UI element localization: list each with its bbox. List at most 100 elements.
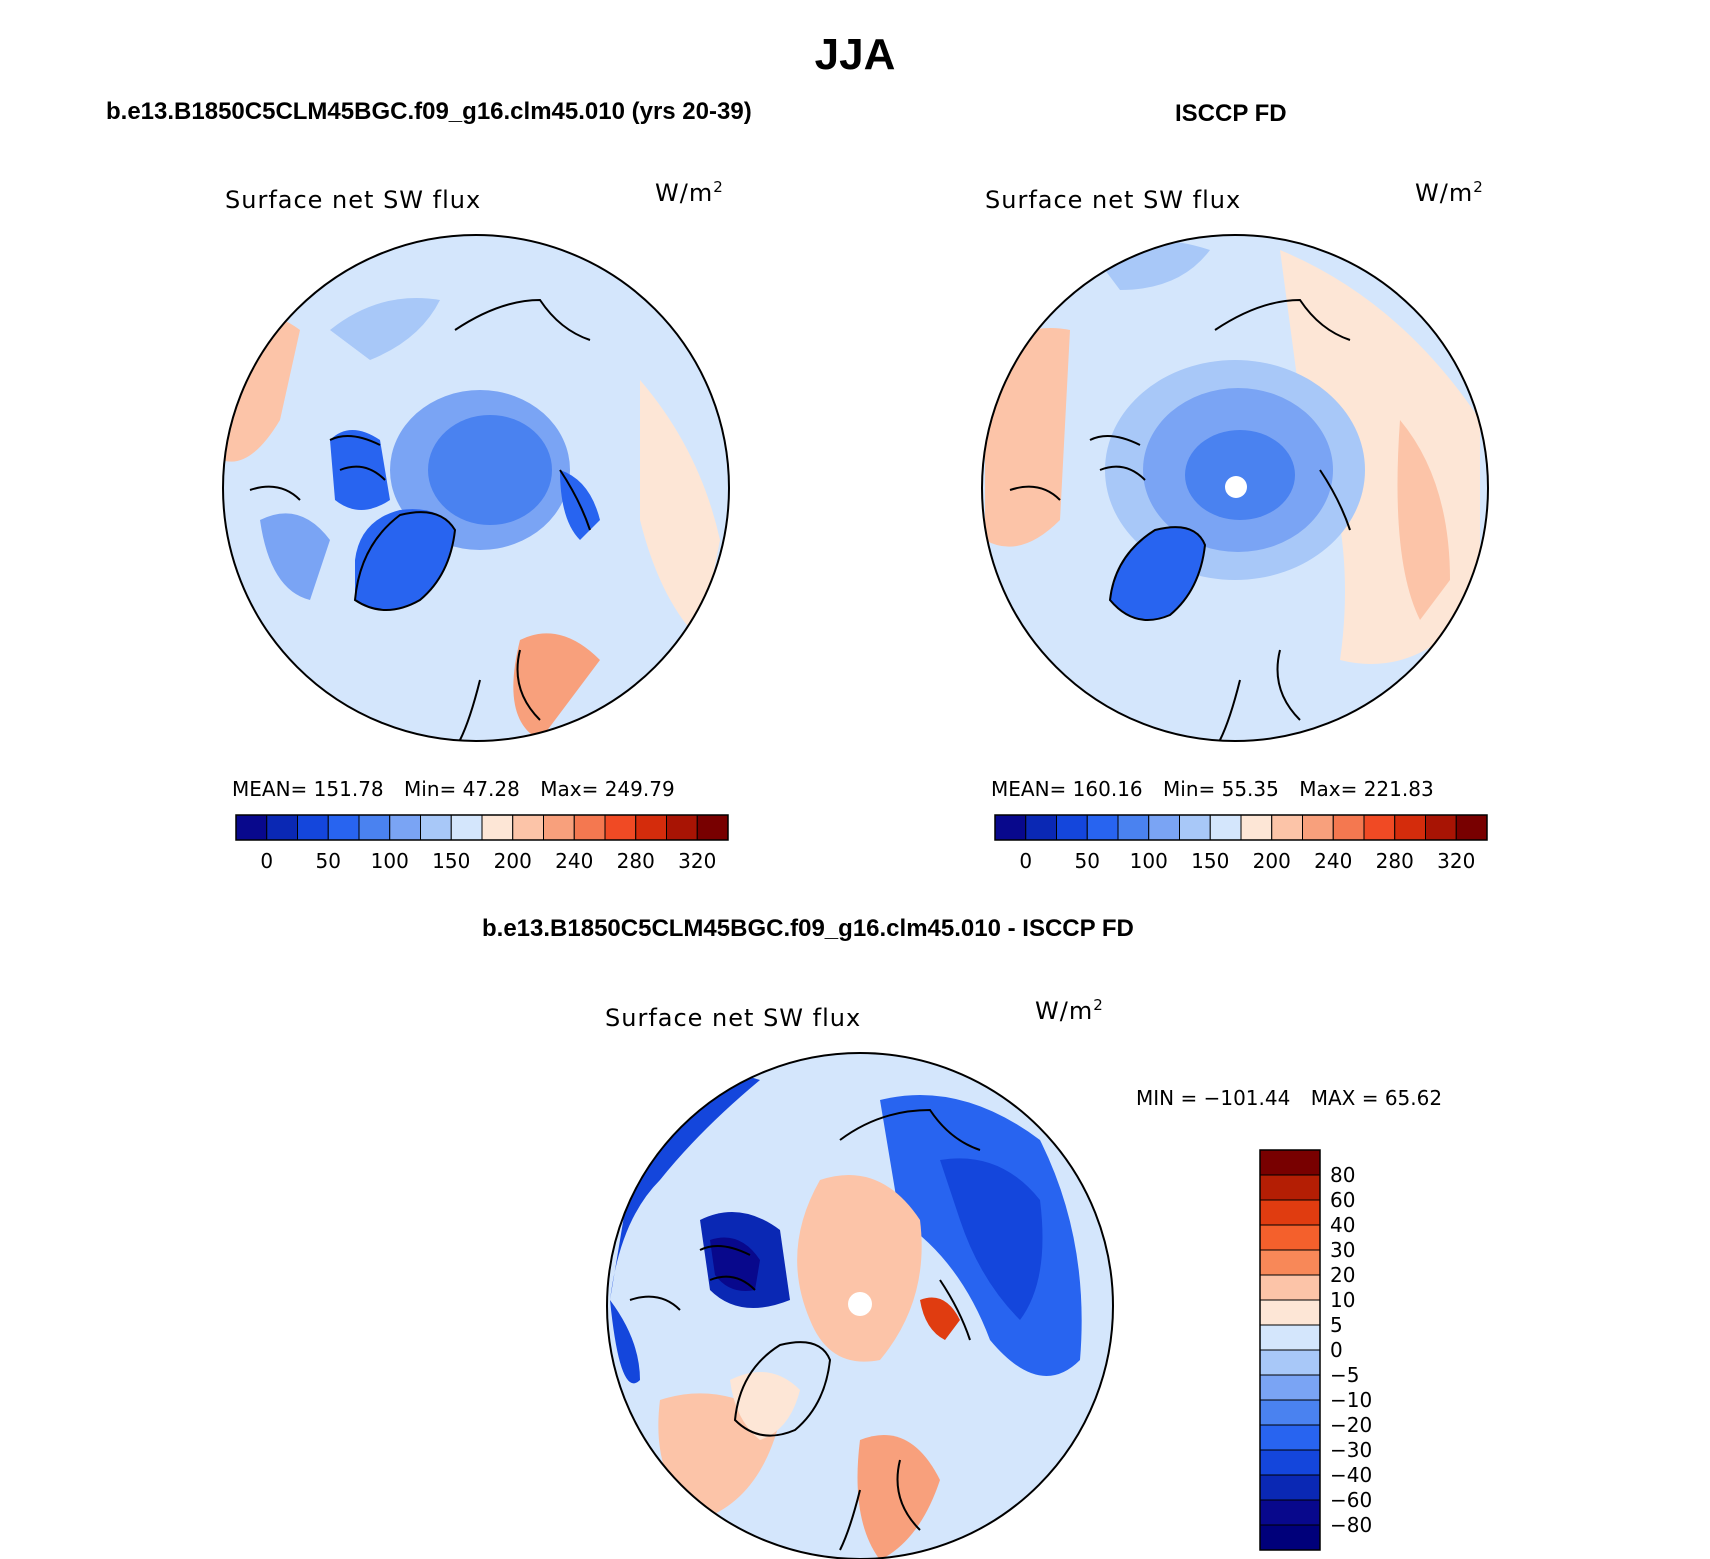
diff-colorbar-swatch xyxy=(1259,1524,1321,1551)
obs-colorbar-swatch xyxy=(1025,814,1057,841)
model-coastline-scandinavia xyxy=(459,649,541,741)
diff-coastline-siberia xyxy=(839,1108,981,1341)
diff-coastline-scandinavia xyxy=(839,1459,921,1551)
model-map-boundary xyxy=(222,234,730,742)
obs-min-label: Min= xyxy=(1163,777,1216,801)
model-field-archipelago xyxy=(330,430,390,510)
model-map xyxy=(222,234,730,742)
obs-units-label: W/m2 xyxy=(1415,178,1484,207)
diff-colorbar-tick-label: −30 xyxy=(1330,1438,1372,1462)
model-colorbar-swatch xyxy=(666,814,698,841)
diff-colorbar-tick-label: 60 xyxy=(1330,1188,1355,1212)
obs-colorbar-swatch xyxy=(1425,814,1457,841)
model-colorbar-swatch xyxy=(358,814,391,841)
obs-coastlines xyxy=(1009,298,1351,741)
diff-colorbar-tick-label: −20 xyxy=(1330,1413,1372,1437)
diff-colorbar-swatch xyxy=(1259,1374,1321,1401)
diff-colorbar-swatch xyxy=(1259,1399,1321,1426)
obs-colorbar: 0 50 100 150 200 240 280 320 xyxy=(994,814,1488,873)
obs-mean-label: MEAN= xyxy=(991,777,1067,801)
model-colorbar-swatch xyxy=(389,814,421,841)
obs-colorbar-swatch xyxy=(1056,814,1088,841)
obs-colorbar-tick-label: 320 xyxy=(1437,849,1475,873)
model-colorbar-swatch xyxy=(297,814,329,841)
obs-colorbar-tick-label: 0 xyxy=(1019,849,1032,873)
model-min-label: Min= xyxy=(404,777,457,801)
model-colorbar-tick-label: 320 xyxy=(678,849,716,873)
diff-colorbar-tick-label: 20 xyxy=(1330,1263,1355,1287)
diff-colorbar-tick-label: −60 xyxy=(1330,1488,1372,1512)
obs-colorbar-swatch xyxy=(1117,814,1150,841)
obs-colorbar-tick-label: 240 xyxy=(1314,849,1352,873)
diff-colorbar-swatch xyxy=(1259,1474,1321,1501)
diff-max-label: MAX = xyxy=(1310,1086,1379,1110)
model-map-field xyxy=(223,235,729,741)
diff-colorbar-tick-label: −80 xyxy=(1330,1513,1372,1537)
model-mean-value: 151.78 xyxy=(313,777,384,801)
obs-colorbar-swatch xyxy=(1394,814,1426,841)
model-coastline-greenland xyxy=(353,511,457,611)
obs-colorbar-tick-label: 150 xyxy=(1191,849,1229,873)
model-colorbar-swatch xyxy=(450,814,483,841)
model-max-value: 249.79 xyxy=(604,777,675,801)
obs-max-label: Max= xyxy=(1299,777,1358,801)
obs-map xyxy=(981,234,1489,742)
model-colorbar-swatch xyxy=(512,814,544,841)
diff-max-value: 65.62 xyxy=(1384,1086,1443,1110)
diff-colorbar-swatch xyxy=(1259,1224,1321,1251)
model-coastline-siberia xyxy=(454,298,591,531)
diff-colorbar-tick-label: 0 xyxy=(1330,1338,1343,1362)
diff-colorbar-tick-label: 30 xyxy=(1330,1238,1355,1262)
obs-colorbar-swatch xyxy=(1455,814,1488,841)
diff-field-greenland-interior xyxy=(730,1372,800,1440)
model-colorbar-tick-label: 0 xyxy=(260,849,273,873)
model-colorbar-swatch xyxy=(235,814,268,841)
diff-min-label: MIN = xyxy=(1136,1086,1198,1110)
diff-colorbar-swatch xyxy=(1259,1349,1321,1376)
model-min-value: 47.28 xyxy=(462,777,520,801)
obs-map-boundary xyxy=(981,234,1489,742)
model-colorbar-swatch xyxy=(266,814,298,841)
obs-coastline-canada xyxy=(1009,435,1146,501)
diff-colorbar-frame xyxy=(1259,1149,1321,1551)
diff-field-strong-negative xyxy=(940,1158,1043,1320)
figure-title: JJA xyxy=(814,30,896,79)
model-colorbar-swatch xyxy=(696,814,729,841)
model-colorbar-tick-label: 100 xyxy=(371,849,409,873)
obs-field-warm-region xyxy=(985,328,1070,547)
diff-colorbar-tick-label: 10 xyxy=(1330,1288,1355,1312)
model-colorbar-frame xyxy=(235,814,729,841)
diff-colorbar-tick-label: −40 xyxy=(1330,1463,1372,1487)
obs-colorbar-swatch xyxy=(1209,814,1242,841)
obs-field-greenland xyxy=(1110,527,1205,620)
obs-mean-value: 160.16 xyxy=(1072,777,1143,801)
model-colorbar-swatch xyxy=(635,814,667,841)
obs-colorbar-swatch xyxy=(1363,814,1396,841)
diff-colorbar-swatch xyxy=(1259,1324,1321,1351)
diff-field-positive-region xyxy=(797,1175,922,1362)
model-colorbar-swatch xyxy=(327,814,360,841)
diff-colorbar-tick-label: 5 xyxy=(1330,1313,1343,1337)
obs-colorbar-tick-label: 100 xyxy=(1130,849,1168,873)
obs-colorbar-swatch xyxy=(1302,814,1334,841)
model-colorbar: 0 50 100 150 200 240 280 320 xyxy=(235,814,729,873)
obs-field-arctic-core xyxy=(1185,430,1295,520)
diff-panel-heading: b.e13.B1850C5CLM45BGC.f09_g16.clm45.010 … xyxy=(482,915,1134,942)
diff-coastline-greenland xyxy=(733,1341,832,1437)
model-colorbar-tick-label: 50 xyxy=(316,849,341,873)
model-units-label: W/m2 xyxy=(655,178,724,207)
obs-panel-heading: ISCCP FD xyxy=(1175,100,1287,127)
obs-colorbar-swatch xyxy=(1332,814,1365,841)
model-field-arctic-core xyxy=(428,415,552,525)
model-panel-heading: b.e13.B1850C5CLM45BGC.f09_g16.clm45.010 … xyxy=(106,98,752,125)
obs-variable-label: Surface net SW flux xyxy=(985,186,1242,214)
obs-colorbar-swatch xyxy=(994,814,1027,841)
diff-colorbar-swatch xyxy=(1259,1449,1321,1476)
model-mean-label: MEAN= xyxy=(232,777,308,801)
model-max-label: Max= xyxy=(540,777,599,801)
model-colorbar-swatch xyxy=(604,814,637,841)
diff-coastlines xyxy=(629,1108,981,1551)
diff-variable-label: Surface net SW flux xyxy=(605,1004,862,1032)
diff-colorbar-swatch xyxy=(1259,1174,1321,1201)
